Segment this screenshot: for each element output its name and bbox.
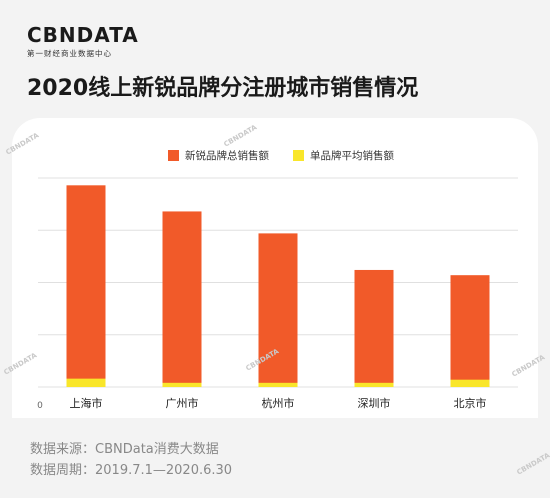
y-tick-label: 0 <box>37 401 43 411</box>
x-tick-label: 杭州市 <box>262 396 295 410</box>
bar-total-0 <box>66 185 106 387</box>
data-source: 数据来源：CBNData消费大数据 <box>30 442 219 457</box>
brand-logo: CBNDATA 第一财经商业数据中心 <box>27 24 139 59</box>
bar-avg-1 <box>162 382 202 387</box>
legend-label-avg: 单品牌平均销售额 <box>310 150 394 162</box>
legend-swatch-total <box>168 150 179 161</box>
bar-total-2 <box>258 233 298 387</box>
logo-wordmark: CBNDATA <box>27 23 139 47</box>
x-tick-label: 上海市 <box>70 396 103 410</box>
bar-avg-4 <box>450 379 490 387</box>
x-tick-label: 广州市 <box>166 396 199 410</box>
x-tick-label: 深圳市 <box>358 396 391 410</box>
x-tick-label: 北京市 <box>454 396 487 410</box>
legend-swatch-avg <box>293 150 304 161</box>
bar-total-4 <box>450 275 490 387</box>
bar-avg-3 <box>354 382 394 387</box>
page-title: 2020线上新锐品牌分注册城市销售情况 <box>27 76 419 101</box>
chart-legend: 新锐品牌总销售额 单品牌平均销售额 <box>168 148 394 163</box>
bar-total-1 <box>162 211 202 387</box>
bar-total-3 <box>354 269 394 387</box>
legend-label-total: 新锐品牌总销售额 <box>185 150 269 162</box>
data-period: 数据周期：2019.7.1—2020.6.30 <box>30 463 233 478</box>
legend-item-avg: 单品牌平均销售额 <box>293 148 394 163</box>
bar-avg-2 <box>258 382 298 387</box>
logo-tagline: 第一财经商业数据中心 <box>27 49 112 58</box>
legend-item-total: 新锐品牌总销售额 <box>168 148 269 163</box>
bar-avg-0 <box>66 378 106 387</box>
